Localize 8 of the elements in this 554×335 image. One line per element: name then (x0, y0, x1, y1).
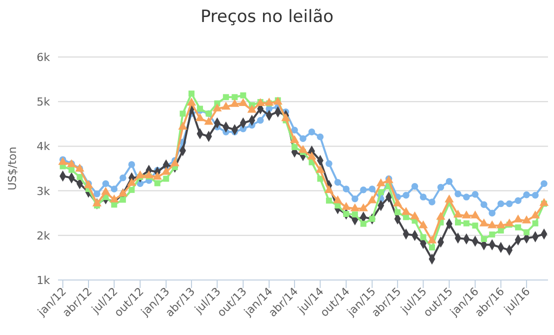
y-tick-label: 2k (36, 229, 51, 242)
y-tick-label: 1k (36, 274, 51, 287)
y-tick-label: 5k (36, 96, 51, 109)
y-axis-title: US$/ton (6, 146, 19, 190)
y-tick-label: 3k (36, 184, 51, 198)
y-tick-label: 4k (36, 140, 51, 154)
y-tick-label: 6k (36, 51, 51, 64)
chart-title: Preços no leilão (200, 7, 334, 27)
